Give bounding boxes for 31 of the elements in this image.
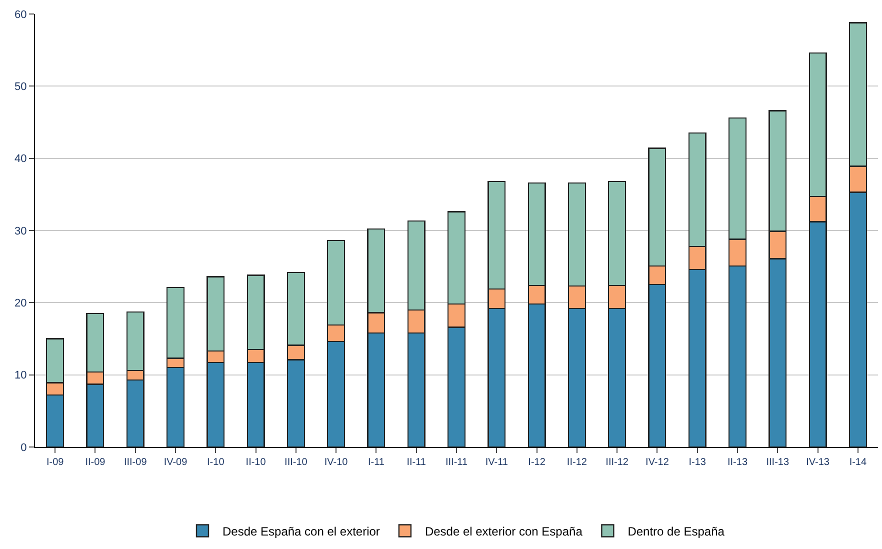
x-tick-label: III-09	[124, 457, 148, 468]
y-tick-label: 60	[14, 8, 27, 21]
x-tick-label: IV-12	[646, 457, 670, 468]
x-tick-label: I-14	[849, 457, 867, 468]
x-tick-label: III-11	[445, 457, 468, 468]
x-tick-label: II-12	[566, 457, 588, 468]
y-tick-label: 20	[14, 298, 27, 310]
x-tick-label: IV-13	[806, 457, 830, 468]
x-tick-label: III-12	[606, 457, 629, 468]
x-tick-label: I-09	[46, 457, 64, 468]
x-tick-label: I-13	[688, 457, 706, 468]
x-tick-label: IV-11	[485, 457, 508, 468]
y-tick-label: 40	[14, 153, 27, 166]
x-tick-label: III-13	[766, 457, 790, 468]
x-tick-label: IV-10	[324, 457, 348, 468]
y-tick-label: 30	[14, 225, 27, 238]
y-tick-label: 0	[20, 442, 27, 454]
legend-label: Desde España con el exterior	[222, 524, 380, 538]
x-tick-label: II-13	[727, 457, 748, 468]
x-tick-label: II-11	[406, 457, 426, 468]
y-tick-label: 10	[14, 370, 27, 382]
x-tick-label: II-09	[85, 457, 106, 468]
x-tick-label: I-10	[207, 457, 225, 468]
x-tick-label: III-10	[284, 457, 308, 468]
legend-label: Dentro de España	[628, 524, 725, 538]
x-tick-label: I-12	[528, 457, 546, 468]
x-tick-label: II-10	[246, 457, 266, 468]
x-tick-label: I-11	[368, 457, 385, 468]
x-tick-label: IV-09	[164, 457, 188, 468]
legend-label: Desde el exterior con España	[424, 524, 583, 538]
y-tick-label: 50	[14, 81, 27, 94]
